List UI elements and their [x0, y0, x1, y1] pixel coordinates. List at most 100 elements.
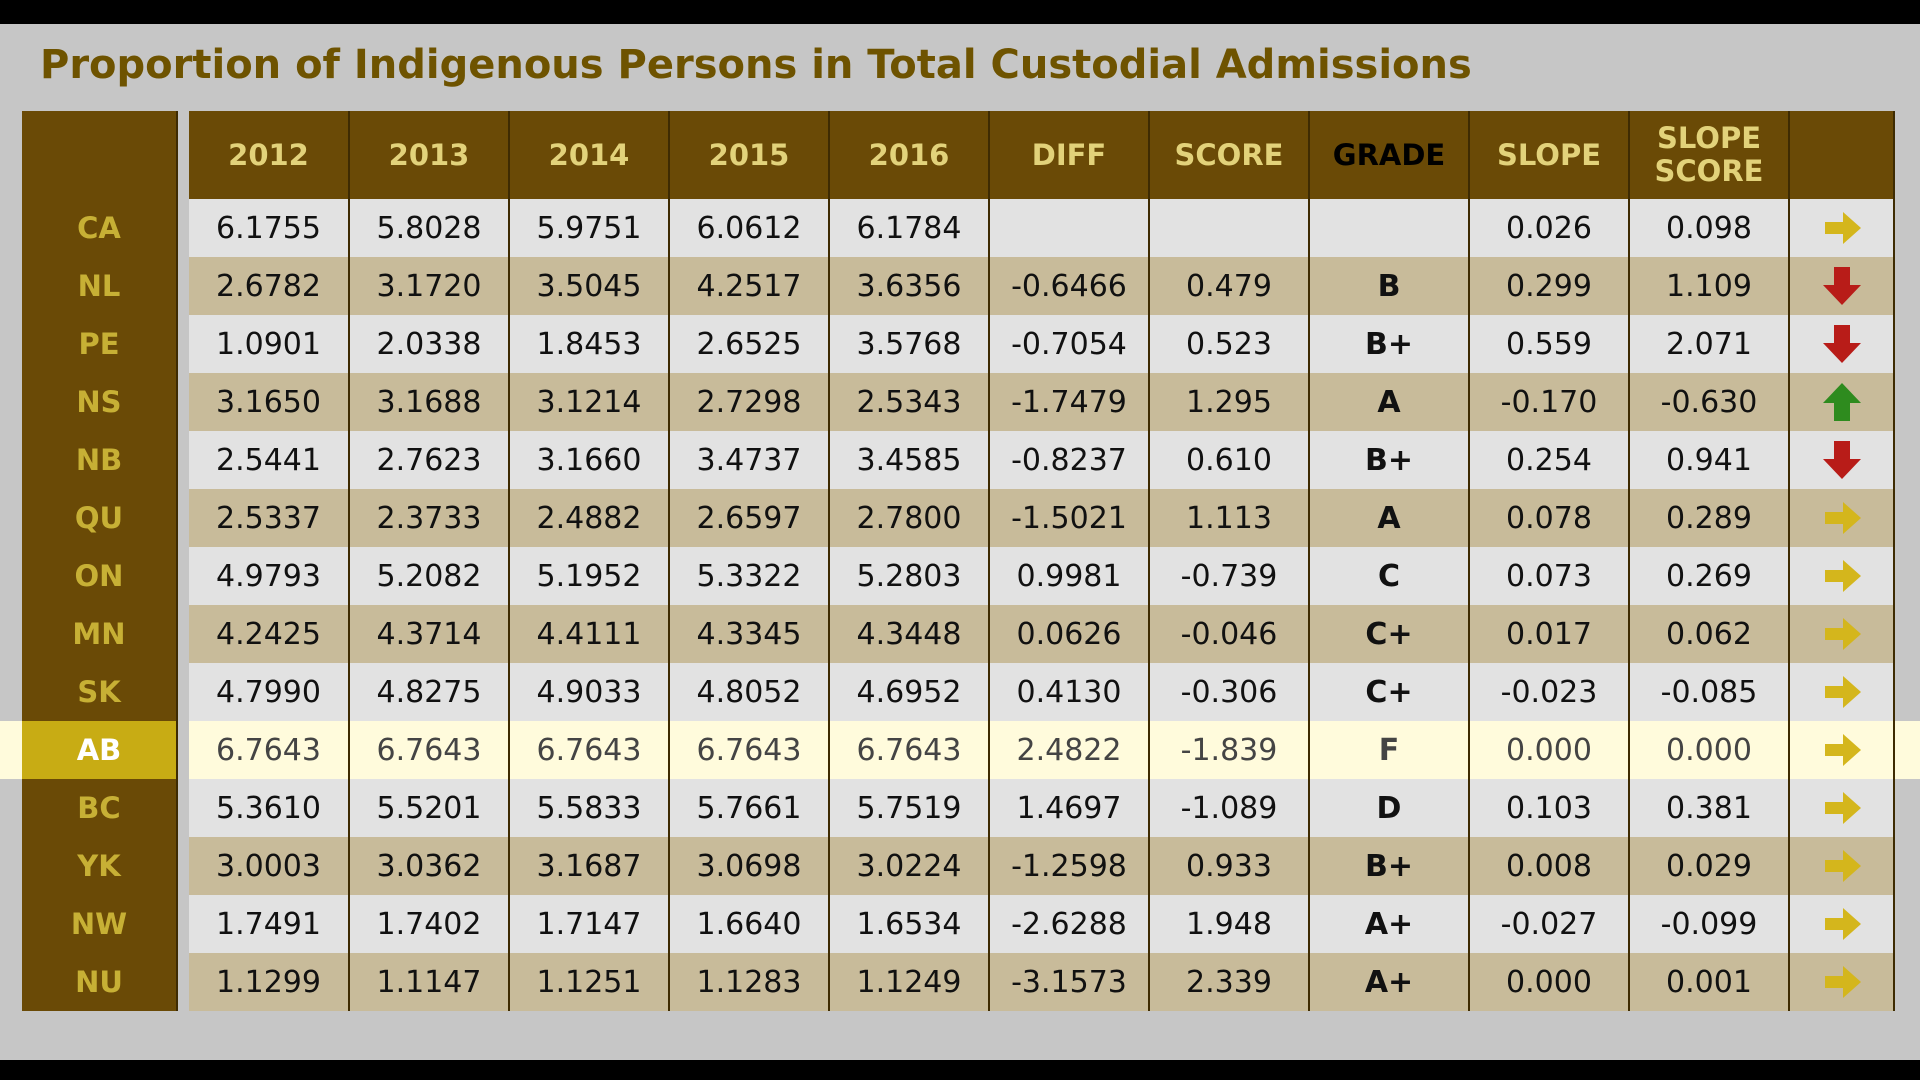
val-2012: 2.5337: [189, 489, 350, 547]
val-slope: 0.299: [1469, 257, 1630, 315]
table-row: AB 6.7643 6.7643 6.7643 6.7643 6.7643 2.4822 -1…: [22, 721, 1895, 779]
val-2015: 2.7298: [669, 373, 830, 431]
val-2015: 3.4737: [669, 431, 830, 489]
header-2016: 2016: [829, 111, 990, 199]
val-slope: 0.017: [1469, 605, 1630, 663]
val-2016: 1.1249: [829, 953, 990, 1011]
table-row: BC 5.3610 5.5201 5.5833 5.7661 5.7519 1.4697 -1…: [22, 779, 1895, 837]
val-score: 0.523: [1149, 315, 1310, 373]
table-row: NB 2.5441 2.7623 3.1660 3.4737 3.4585 -0.8237 0…: [22, 431, 1895, 489]
row-label: PE: [22, 315, 178, 373]
val-grade: A: [1309, 489, 1470, 547]
row-label: NS: [22, 373, 178, 431]
row-label: YK: [22, 837, 178, 895]
trend-cell: [1789, 431, 1895, 489]
val-2014: 1.7147: [509, 895, 670, 953]
val-slope-score: -0.099: [1629, 895, 1790, 953]
val-score: 0.610: [1149, 431, 1310, 489]
val-grade: D: [1309, 779, 1470, 837]
trend-cell: [1789, 489, 1895, 547]
val-2012: 4.9793: [189, 547, 350, 605]
val-slope-score: 0.062: [1629, 605, 1790, 663]
val-2015: 1.1283: [669, 953, 830, 1011]
val-grade: B+: [1309, 431, 1470, 489]
header-corner: [22, 111, 178, 199]
val-diff: 2.4822: [989, 721, 1150, 779]
data-table: 2012 2013 2014 2015 2016 DIFF SCORE GRAD…: [22, 111, 1895, 1011]
val-grade: B+: [1309, 837, 1470, 895]
val-2013: 5.2082: [349, 547, 510, 605]
val-diff: -1.5021: [989, 489, 1150, 547]
val-2015: 5.7661: [669, 779, 830, 837]
row-gap: [177, 199, 189, 257]
row-label: MN: [22, 605, 178, 663]
trend-cell: [1789, 199, 1895, 257]
val-slope: -0.023: [1469, 663, 1630, 721]
val-diff: -2.6288: [989, 895, 1150, 953]
arrow-right-icon: [1819, 785, 1865, 831]
val-score: 1.295: [1149, 373, 1310, 431]
val-diff: -3.1573: [989, 953, 1150, 1011]
header-2012: 2012: [189, 111, 350, 199]
val-2014: 3.1214: [509, 373, 670, 431]
table-row: NS 3.1650 3.1688 3.1214 2.7298 2.5343 -1.7479 1…: [22, 373, 1895, 431]
val-slope-score: 0.269: [1629, 547, 1790, 605]
arrow-down-icon: [1819, 321, 1865, 367]
trend-cell: [1789, 315, 1895, 373]
trend-cell: [1789, 663, 1895, 721]
val-grade: B: [1309, 257, 1470, 315]
header-2015: 2015: [669, 111, 830, 199]
table-body: CA 6.1755 5.8028 5.9751 6.0612 6.1784 0.026 0.0…: [22, 199, 1895, 1011]
trend-cell: [1789, 779, 1895, 837]
val-2013: 4.3714: [349, 605, 510, 663]
val-2014: 2.4882: [509, 489, 670, 547]
trend-cell: [1789, 837, 1895, 895]
row-label: QU: [22, 489, 178, 547]
val-diff: -1.7479: [989, 373, 1150, 431]
row-gap: [177, 779, 189, 837]
arrow-right-icon: [1819, 959, 1865, 1005]
val-slope: 0.559: [1469, 315, 1630, 373]
row-gap: [177, 605, 189, 663]
header-2014: 2014: [509, 111, 670, 199]
val-2013: 6.7643: [349, 721, 510, 779]
val-2014: 1.1251: [509, 953, 670, 1011]
val-2016: 5.7519: [829, 779, 990, 837]
val-grade: A+: [1309, 895, 1470, 953]
val-2016: 1.6534: [829, 895, 990, 953]
val-diff: 0.0626: [989, 605, 1150, 663]
val-score: -0.046: [1149, 605, 1310, 663]
row-label: NU: [22, 953, 178, 1011]
table-row: CA 6.1755 5.8028 5.9751 6.0612 6.1784 0.026 0.0…: [22, 199, 1895, 257]
val-2013: 3.0362: [349, 837, 510, 895]
val-score: 0.479: [1149, 257, 1310, 315]
val-score: -0.739: [1149, 547, 1310, 605]
table-row: NL 2.6782 3.1720 3.5045 4.2517 3.6356 -0.6466 0…: [22, 257, 1895, 315]
val-grade: B+: [1309, 315, 1470, 373]
row-gap: [177, 257, 189, 315]
val-slope-score: 1.109: [1629, 257, 1790, 315]
table-row: MN 4.2425 4.3714 4.4111 4.3345 4.3448 0.0626 -0…: [22, 605, 1895, 663]
arrow-down-icon: [1819, 263, 1865, 309]
val-2014: 3.1687: [509, 837, 670, 895]
val-slope-score: 2.071: [1629, 315, 1790, 373]
val-score: -1.839: [1149, 721, 1310, 779]
trend-cell: [1789, 895, 1895, 953]
val-2016: 3.5768: [829, 315, 990, 373]
val-2013: 2.3733: [349, 489, 510, 547]
row-gap: [177, 663, 189, 721]
header-row: 2012 2013 2014 2015 2016 DIFF SCORE GRAD…: [22, 111, 1895, 199]
val-2013: 4.8275: [349, 663, 510, 721]
arrow-right-icon: [1819, 843, 1865, 889]
val-2012: 1.1299: [189, 953, 350, 1011]
header-2013: 2013: [349, 111, 510, 199]
val-score: -1.089: [1149, 779, 1310, 837]
row-gap: [177, 373, 189, 431]
val-2014: 5.1952: [509, 547, 670, 605]
val-score: 1.948: [1149, 895, 1310, 953]
val-grade: C: [1309, 547, 1470, 605]
table-row: NU 1.1299 1.1147 1.1251 1.1283 1.1249 -3.1573 2…: [22, 953, 1895, 1011]
arrow-right-icon: [1819, 611, 1865, 657]
row-gap: [177, 837, 189, 895]
val-2013: 5.5201: [349, 779, 510, 837]
